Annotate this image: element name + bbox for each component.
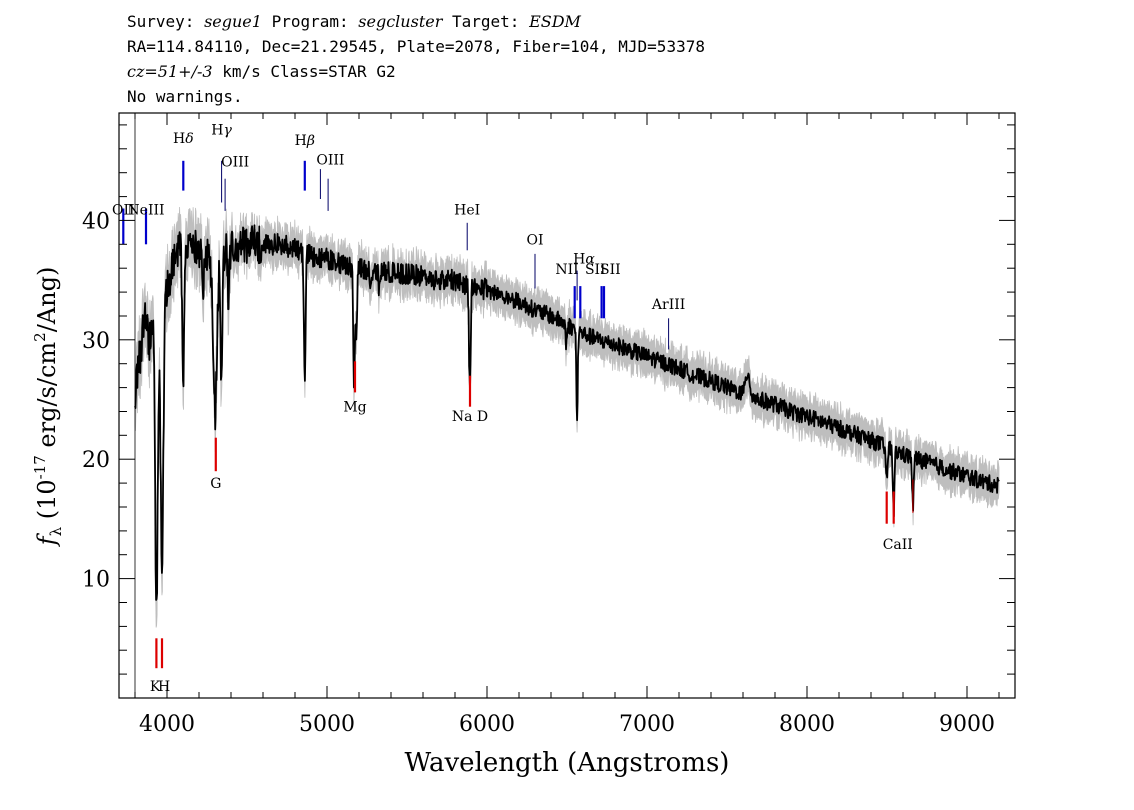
program-label: Program:: [271, 12, 349, 31]
y-tick-label: 30: [82, 329, 110, 354]
header-line-2: RA=114.84110, Dec=21.29545, Plate=2078, …: [127, 37, 705, 56]
x-tick-label: 4000: [139, 712, 195, 737]
line-marker-label: H: [158, 679, 170, 695]
line-marker-label: Hγ: [211, 123, 232, 139]
line-marker-label: Hδ: [173, 131, 194, 147]
x-axis-label: Wavelength (Angstroms): [405, 748, 730, 778]
y-tick-label: 40: [82, 209, 110, 234]
line-marker-label: SII: [600, 262, 621, 278]
line-marker-label: K: [150, 679, 161, 695]
line-marker-label: OIII: [316, 152, 344, 168]
flux-series-line: [134, 224, 1000, 601]
x-tick-label: 9000: [939, 712, 995, 737]
x-tick-label: 7000: [619, 712, 675, 737]
survey-value: segue1: [204, 12, 262, 31]
line-marker-label: G: [210, 476, 221, 492]
target-label: Target:: [452, 12, 520, 31]
error-band: [134, 206, 1000, 628]
target-value: ESDM: [529, 12, 581, 31]
x-tick-label: 5000: [299, 712, 355, 737]
header-line-1: Survey: segue1 Program: segcluster Targe…: [127, 12, 581, 31]
line-marker-label: SII: [585, 262, 606, 278]
cz-value: cz=51+/-3: [127, 62, 213, 81]
plot-frame: [118, 112, 1016, 699]
y-tick-label: 10: [82, 568, 110, 593]
line-marker-label: Hβ: [295, 133, 315, 149]
line-marker-label: CaII: [883, 537, 913, 553]
header-line-3: cz=51+/-3 km/s Class=STAR G2: [127, 62, 396, 81]
survey-label: Survey:: [127, 12, 195, 31]
program-value: segcluster: [358, 12, 443, 31]
error-band-layer: [134, 206, 1000, 628]
line-marker-label: OIII: [221, 155, 249, 171]
x-tick-label: 8000: [779, 712, 835, 737]
line-marker-label: NII: [555, 262, 578, 278]
y-tick-label: 20: [82, 448, 110, 473]
line-marker-label: Hα: [573, 251, 595, 267]
class-text: km/s Class=STAR G2: [222, 62, 396, 81]
flux-layer: [134, 224, 1000, 601]
line-marker-label: Na D: [452, 409, 488, 425]
line-marker-label: OI: [526, 232, 543, 248]
line-marker-label: Mg: [343, 400, 366, 416]
line-marker-label: NeIII: [127, 203, 164, 219]
y-axis-label: fλ (10-17 erg/s/cm2/Ang): [31, 267, 65, 548]
line-markers-layer: OIINeIIIHδHγOIIIHβOIIIHeIOINIIHαSIISIIAr…: [112, 123, 914, 695]
x-tick-label: 6000: [459, 712, 515, 737]
axes-layer: 4000 5000 6000 7000 8000 9000 10 20 30 40: [82, 113, 1015, 737]
line-marker-label: HeI: [454, 203, 480, 219]
line-marker-label: ArIII: [651, 297, 685, 313]
header-line-4: No warnings.: [127, 87, 243, 106]
line-marker-label: OII: [112, 203, 135, 219]
